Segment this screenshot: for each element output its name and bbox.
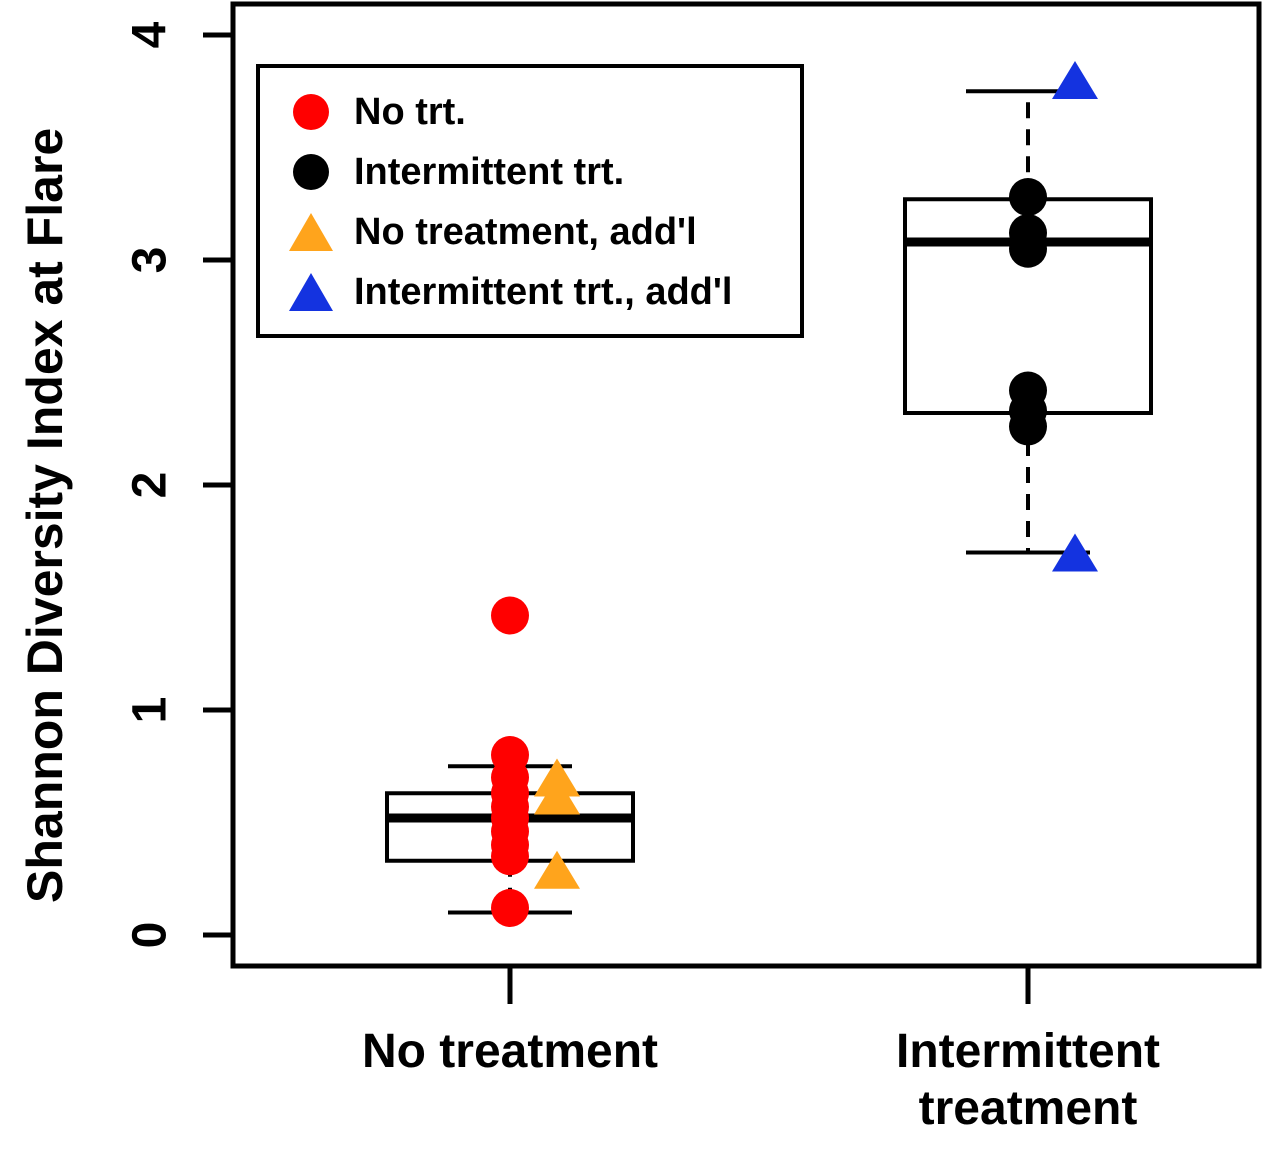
legend-marker-no-treatment-addl-icon bbox=[288, 213, 334, 251]
legend-label: Intermittent trt., add'l bbox=[354, 270, 733, 313]
y-tick-label: 3 bbox=[124, 247, 177, 274]
legend-entry: No treatment, add'l bbox=[288, 202, 800, 262]
legend-marker-shape bbox=[289, 213, 333, 251]
data-point-circle bbox=[1009, 178, 1047, 216]
legend-marker-no-trt-icon bbox=[288, 94, 334, 130]
data-point-circle bbox=[1009, 407, 1047, 446]
legend-marker-intermittent-trt-icon bbox=[288, 154, 334, 190]
legend-entry: Intermittent trt., add'l bbox=[288, 262, 800, 322]
y-tick-label: 1 bbox=[124, 697, 177, 724]
x-category-label-no-treatment: No treatment bbox=[361, 1025, 659, 1078]
y-tick-label: 2 bbox=[124, 472, 177, 499]
legend-entry: No trt. bbox=[288, 82, 800, 142]
legend-entry: Intermittent trt. bbox=[288, 142, 800, 202]
legend-marker-shape bbox=[293, 154, 329, 190]
legend-label: No trt. bbox=[354, 90, 466, 133]
x-category-label-intermittent-treatment: Intermittent treatment bbox=[896, 1025, 1160, 1135]
data-point-circle bbox=[1009, 229, 1047, 268]
legend-label: Intermittent trt. bbox=[354, 150, 625, 193]
legend-marker-shape bbox=[293, 94, 329, 130]
data-point-circle bbox=[491, 837, 529, 876]
y-tick-label: 4 bbox=[124, 21, 177, 48]
data-point-circle bbox=[491, 596, 529, 635]
data-point-triangle bbox=[534, 850, 580, 889]
legend-label: No treatment, add'l bbox=[354, 210, 697, 253]
data-point-triangle bbox=[534, 776, 580, 815]
legend: No trt. Intermittent trt. No treatment, … bbox=[256, 64, 804, 338]
data-point-circle bbox=[491, 889, 529, 927]
data-point-triangle bbox=[1052, 533, 1098, 572]
legend-marker-intermittent-trt-addl-icon bbox=[288, 273, 334, 311]
data-point-triangle bbox=[1052, 60, 1098, 99]
legend-marker-shape bbox=[289, 273, 333, 311]
y-tick-label: 0 bbox=[124, 922, 177, 949]
y-axis-title: Shannon Diversity Index at Flare bbox=[17, 127, 73, 903]
